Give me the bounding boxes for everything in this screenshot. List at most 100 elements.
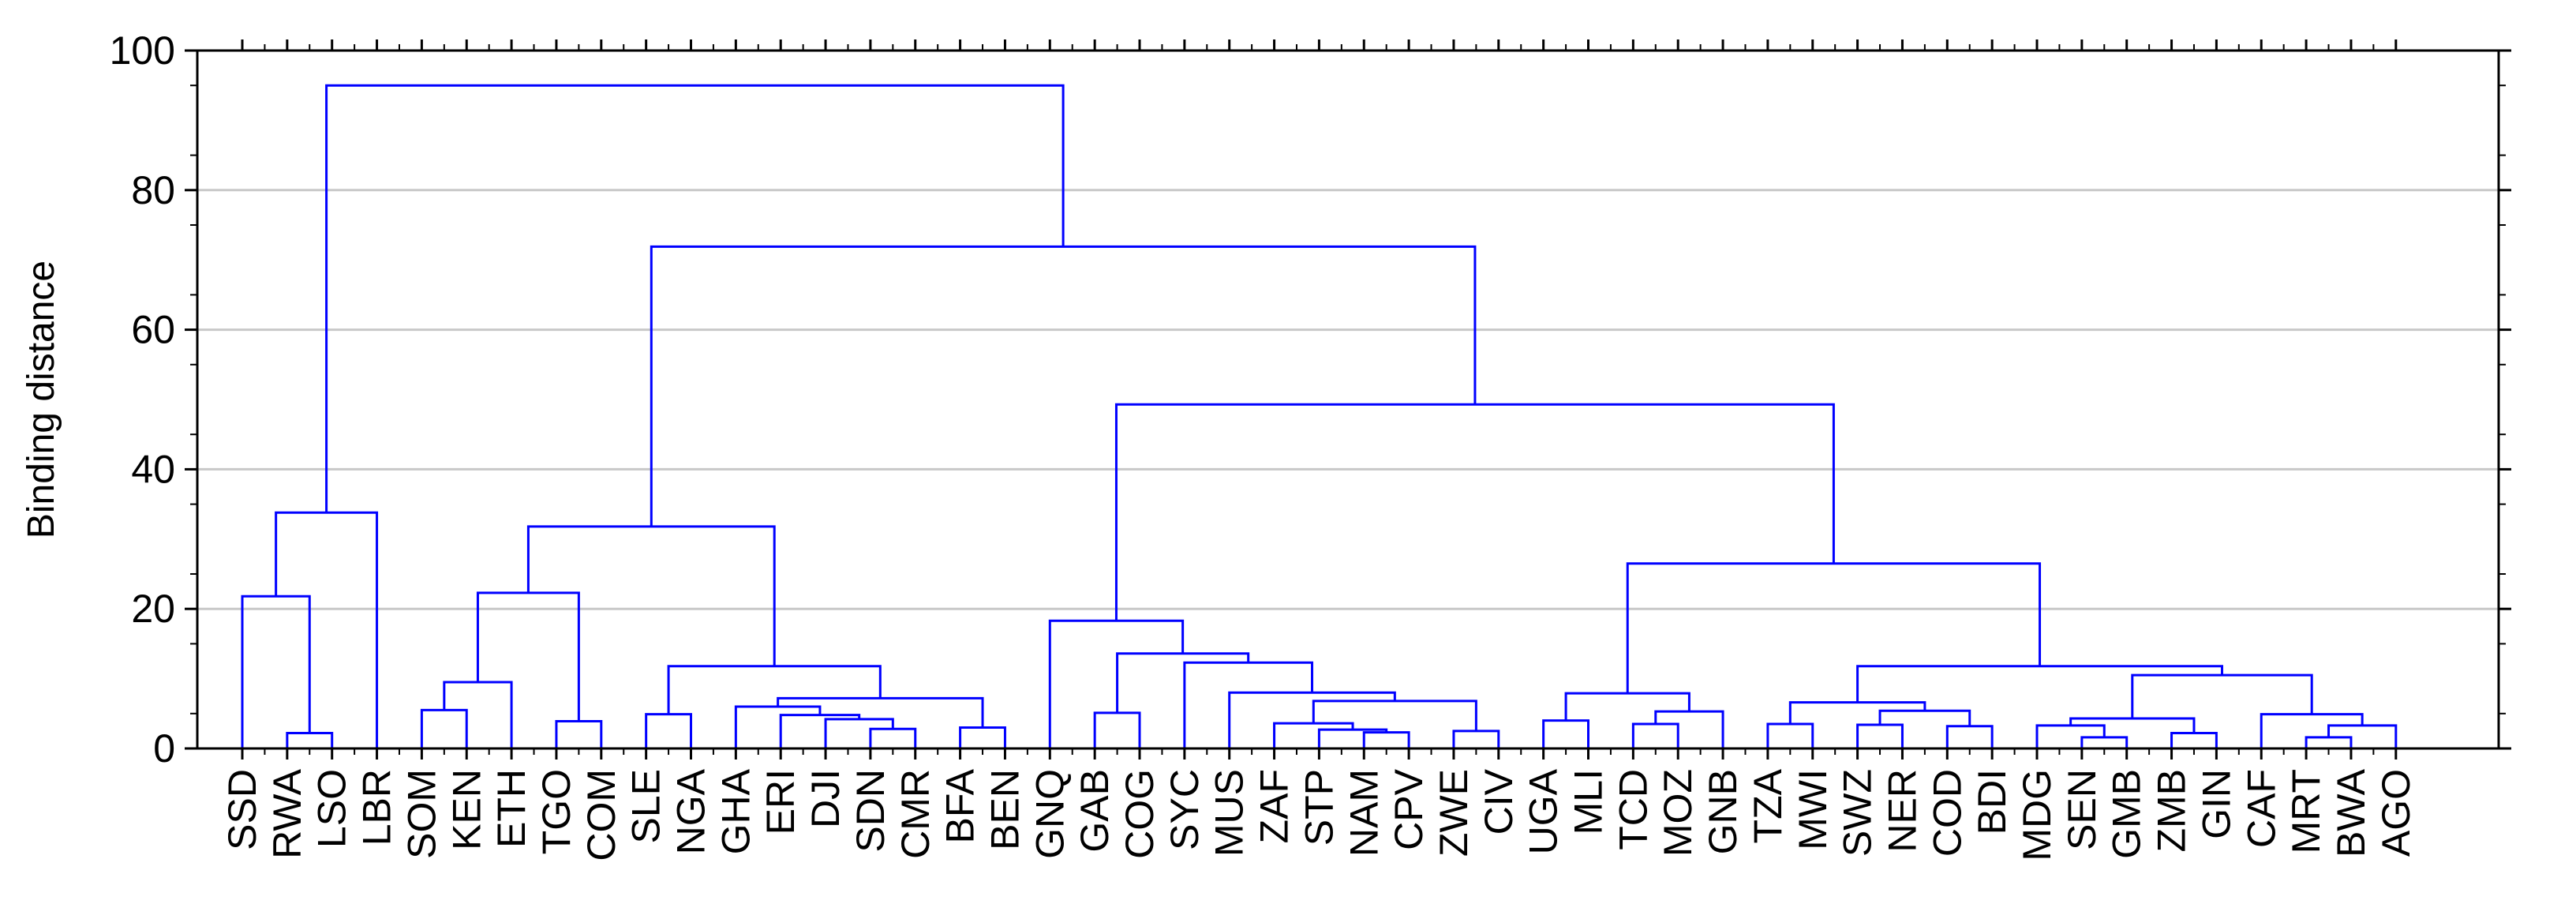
x-tick-label: ZWE xyxy=(1432,769,1476,857)
x-tick-label: SSD xyxy=(220,769,264,850)
dendrogram-link xyxy=(650,245,1477,527)
x-tick-label: KEN xyxy=(444,769,489,850)
x-tick-label: MLI xyxy=(1567,769,1611,835)
dendrogram-link xyxy=(2305,736,2353,748)
x-tick-label: GIN xyxy=(2194,769,2238,839)
x-tick-label: CMR xyxy=(893,769,938,859)
dendrogram-link xyxy=(1564,692,1690,721)
x-tick-label: MWI xyxy=(1791,769,1835,850)
dendrogram-link xyxy=(1856,723,1904,748)
x-tick-label: NER xyxy=(1880,769,1924,853)
dendrogram-link xyxy=(1542,719,1589,748)
dendrogram-link xyxy=(1452,730,1500,748)
x-tick-labels: SSD RWA LSO LBR SOM KEN ETH TGO COM SLE NGA GHA ERI D… xyxy=(220,768,2418,861)
x-tick-label: NGA xyxy=(669,768,713,854)
dendrogram-link xyxy=(645,713,692,748)
x-tick-label: CAF xyxy=(2239,769,2283,848)
x-tick-label: BEN xyxy=(983,769,1027,850)
y-tick-label: 60 xyxy=(131,308,175,352)
x-tick-label: LBR xyxy=(355,769,399,846)
dendrogram-link xyxy=(869,727,917,748)
x-tick-label: SYC xyxy=(1163,769,1207,850)
dendrogram-link xyxy=(734,705,822,748)
y-tick-label: 20 xyxy=(131,587,175,631)
dendrogram-link xyxy=(1362,731,1410,748)
x-tick-label: COM xyxy=(579,769,623,861)
dendrogram-link xyxy=(555,720,603,748)
x-tick-label: BFA xyxy=(938,768,983,843)
x-tick-label: TCD xyxy=(1611,769,1655,850)
dendrogram-link xyxy=(1945,725,1994,748)
x-tick-label: GNQ xyxy=(1028,769,1072,859)
x-tick-label: ETH xyxy=(489,769,534,848)
dendrogram-link xyxy=(1788,701,1926,725)
x-tick-label: SOM xyxy=(399,769,444,859)
dendrogram-link xyxy=(443,681,513,748)
dendrogram-link xyxy=(2131,673,2313,718)
x-tick-label: ZAF xyxy=(1252,769,1297,843)
axis-ticks xyxy=(185,39,2511,760)
dendrogram-link xyxy=(1273,722,1354,748)
dendrogram-link xyxy=(1183,661,1314,748)
y-tick-label: 100 xyxy=(110,28,175,73)
dendrogram-link xyxy=(777,696,984,728)
dendrogram-link xyxy=(420,708,468,748)
dendrogram-link xyxy=(2170,732,2218,748)
dendrogram-link xyxy=(275,511,379,748)
dendrogram-link xyxy=(959,726,1006,748)
x-tick-label: COD xyxy=(1925,769,1969,857)
x-tick-label: SEN xyxy=(2060,769,2104,850)
dendrogram-link xyxy=(1093,711,1141,748)
dendrogram-link xyxy=(1654,710,1724,748)
y-tick-label: 0 xyxy=(153,726,175,771)
x-tick-label: NAM xyxy=(1342,769,1386,857)
dendrogram-link xyxy=(2080,736,2129,748)
x-tick-label: BWA xyxy=(2329,768,2373,857)
x-tick-label: AGO xyxy=(2374,769,2418,857)
dendrogram-link xyxy=(1856,665,2224,703)
x-tick-label: TZA xyxy=(1746,768,1790,843)
dendrogram-link xyxy=(1114,403,1835,621)
x-tick-label: MUS xyxy=(1208,769,1252,857)
x-tick-label: MOZ xyxy=(1656,769,1700,857)
dendrogram-link xyxy=(1766,722,1814,748)
x-tick-label: UGA xyxy=(1522,768,1566,854)
x-tick-label: DJI xyxy=(803,769,848,828)
x-tick-label: ERI xyxy=(758,769,803,835)
x-tick-label: GMB xyxy=(2105,769,2149,859)
plot-frame xyxy=(196,49,2500,750)
y-axis-title: Binding distance xyxy=(21,261,62,538)
x-tick-label: RWA xyxy=(265,768,309,859)
x-tick-label: COG xyxy=(1118,769,1162,859)
x-tick-label: MRT xyxy=(2284,769,2328,853)
dendrogram-link xyxy=(1631,722,1679,748)
dendrogram-link xyxy=(1312,700,1477,731)
x-tick-label: BDI xyxy=(1970,769,2014,835)
x-tick-label: MDG xyxy=(2015,769,2059,861)
x-tick-label: GAB xyxy=(1073,769,1117,853)
dendrogram-link xyxy=(241,595,311,748)
x-tick-label: SLE xyxy=(624,769,668,844)
dendrogram-link xyxy=(2260,713,2364,748)
dendrogram-link xyxy=(824,718,894,748)
dendrogram-link xyxy=(526,525,776,666)
x-tick-label: SDN xyxy=(848,769,893,853)
dendrogram-link xyxy=(476,591,580,722)
x-tick-label: TGO xyxy=(534,769,578,854)
y-tick-label: 80 xyxy=(131,168,175,212)
dendrogram-link xyxy=(325,84,1065,513)
x-tick-label: GHA xyxy=(713,768,758,854)
x-tick-label: STP xyxy=(1297,769,1341,846)
x-tick-label: CIV xyxy=(1477,768,1521,835)
gridlines xyxy=(197,189,2499,610)
y-tick-labels: 0 20 40 60 80 100 xyxy=(110,28,175,771)
y-tick-label: 40 xyxy=(131,447,175,491)
dendrogram-link xyxy=(286,732,334,748)
x-tick-label: ZMB xyxy=(2150,769,2194,853)
dendrogram-links xyxy=(241,84,2398,748)
x-tick-label: SWZ xyxy=(1836,769,1880,857)
dendrogram-link xyxy=(1626,562,2042,694)
x-tick-label: GNB xyxy=(1701,769,1745,854)
x-tick-label: CPV xyxy=(1387,768,1431,850)
